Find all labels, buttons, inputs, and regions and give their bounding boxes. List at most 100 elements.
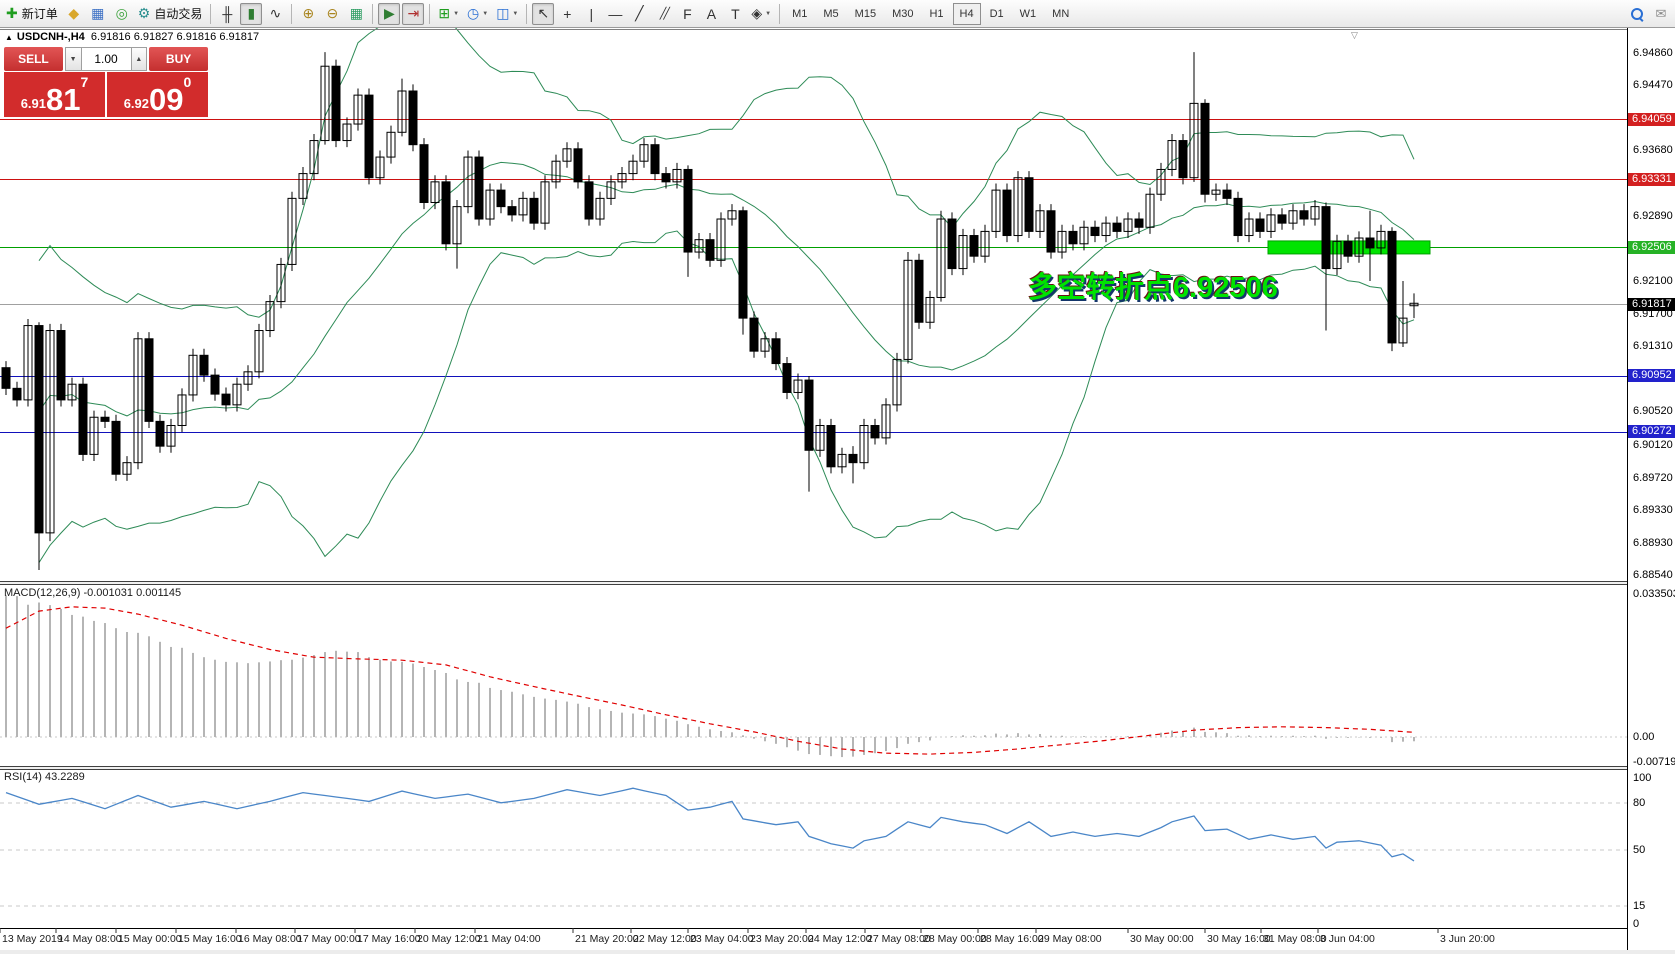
profiles-icon: ▦	[91, 5, 105, 21]
cursor-button[interactable]: ↖	[532, 2, 555, 25]
price-tick-label: 6.92100	[1633, 274, 1673, 287]
time-label: 17 May 16:00	[357, 933, 421, 945]
tile-windows-button[interactable]: ▦	[345, 3, 367, 25]
bar-chart-button[interactable]: ╫	[216, 3, 238, 25]
sell-price-prefix: 6.91	[20, 96, 47, 111]
trendline-button[interactable]: ╱	[628, 3, 650, 25]
indicators-button[interactable]: ⊞ ▼	[435, 3, 462, 25]
periods-button[interactable]: ◷ ▼	[464, 3, 491, 25]
auto-trading-icon: ⚙	[137, 5, 151, 21]
buy-price[interactable]: 6.92 09 0	[107, 72, 208, 117]
timeframe-w1[interactable]: W1	[1019, 7, 1037, 20]
price-tick-label: 6.88540	[1633, 569, 1673, 581]
rsi-axis-label: 0	[1633, 918, 1640, 930]
macd-axis-label: 0.00	[1633, 731, 1655, 743]
text-label-icon: T	[731, 5, 740, 22]
timeframe-m5[interactable]: M5	[823, 7, 839, 20]
bollinger-band-l	[38, 230, 1415, 563]
chat-button[interactable]: ✉	[1650, 3, 1672, 25]
rsi-axis-label: 80	[1633, 797, 1646, 809]
time-label: 21 May 04:00	[477, 933, 541, 945]
profiles-button[interactable]: ▦	[87, 3, 109, 25]
price-tick-label: 6.90520	[1633, 405, 1673, 418]
candlestick-button[interactable]: ▮	[240, 2, 263, 25]
collapse-panel-icon[interactable]: ▲	[5, 33, 13, 42]
timeframe-h4[interactable]: H4	[952, 2, 981, 25]
bar-chart-icon: ╫	[222, 5, 233, 22]
time-label: 23 May 20:00	[750, 933, 814, 945]
toolbar-separator	[429, 3, 431, 24]
price-tick-label: 6.92890	[1633, 209, 1673, 222]
fibonacci-icon: F	[683, 5, 692, 22]
timeframe-d1[interactable]: D1	[989, 7, 1004, 20]
price-tick-label: 6.89330	[1633, 503, 1673, 516]
horizontal-line-button[interactable]: —	[604, 3, 626, 25]
time-label: 29 May 08:00	[1038, 933, 1102, 945]
text-button[interactable]: A	[700, 3, 722, 25]
chart-shift-icon: ⇥	[407, 5, 420, 21]
one-click-trading-panel: SELL ▼ 1.00 ▲ BUY 6.91 81 7 6.92 09 0	[4, 47, 208, 117]
timeframe-mn[interactable]: MN	[1052, 7, 1070, 20]
buy-button[interactable]: BUY	[149, 47, 208, 71]
text-label-button[interactable]: T	[724, 3, 746, 25]
vertical-line-icon: |	[589, 5, 594, 22]
time-label: 28 May 00:00	[923, 933, 987, 945]
price-tick-label: 6.90120	[1633, 438, 1673, 451]
timeframe-m1[interactable]: M1	[792, 7, 808, 20]
price-divider	[105, 72, 107, 117]
symbol-ohlc: 6.91816 6.91827 6.91816 6.91817	[90, 31, 260, 43]
search-button[interactable]	[1626, 3, 1648, 25]
time-axis[interactable]: 13 May 2019 14 May 08:00 15 May 00:00 15 Ma…	[0, 929, 1627, 950]
price-tick-label: 6.88930	[1633, 536, 1673, 549]
price-axis[interactable]: 6.94860 6.94470 6.93680 6.92890 6.92100 6.917…	[1628, 28, 1675, 950]
zoom-out-button[interactable]: ⊖	[321, 3, 343, 25]
templates-button[interactable]: ◫ ▼	[493, 3, 521, 25]
volume-input[interactable]: 1.00	[81, 47, 131, 71]
chat-icon: ✉	[1655, 5, 1667, 21]
time-label: 3 Jun 04:00	[1320, 933, 1375, 945]
timeframe-m15[interactable]: M15	[854, 7, 877, 20]
line-chart-button[interactable]: ∿	[264, 3, 286, 25]
text-icon: A	[706, 5, 717, 22]
timeframe-bar: M1 M5 M15 M30 H1 H4 D1 W1 MN	[784, 2, 1077, 25]
auto-trading-button[interactable]: ⚙ 自动交易	[135, 3, 206, 25]
sell-price[interactable]: 6.91 81 7	[4, 72, 105, 117]
timeframe-m30[interactable]: M30	[892, 7, 914, 20]
chart-annotation-text: 多空转折点6.92506	[1028, 272, 1278, 304]
chevron-down-icon: ▼	[453, 10, 460, 17]
volume-down-button[interactable]: ▼	[64, 47, 82, 71]
fibonacci-button[interactable]: F	[676, 3, 698, 25]
arrows-button[interactable]: ◈ ▼	[748, 3, 774, 25]
price-tag: 6.91817	[1628, 297, 1675, 311]
signals-icon: ◎	[115, 5, 128, 21]
timeframe-h1[interactable]: H1	[929, 7, 944, 20]
rsi-label: RSI(14) 43.2289	[4, 771, 85, 783]
candles	[1, 52, 1419, 571]
crosshair-button[interactable]: +	[556, 3, 578, 25]
zoom-in-button[interactable]: ⊕	[297, 3, 319, 25]
new-order-button[interactable]: ✚ 新订单	[3, 3, 61, 25]
search-icon	[1631, 7, 1643, 20]
sell-button[interactable]: SELL	[4, 47, 63, 71]
volume-up-button[interactable]: ▲	[130, 47, 148, 71]
new-chart-button[interactable]: ◆	[63, 3, 85, 25]
chart-shift-marker-icon[interactable]: ▽	[1351, 30, 1358, 40]
time-label: 13 May 2019	[2, 933, 63, 945]
time-label: 3 Jun 20:00	[1440, 933, 1495, 945]
buy-price-big: 09	[149, 82, 184, 117]
tile-windows-icon: ▦	[349, 5, 363, 21]
new-order-icon: ✚	[6, 5, 18, 21]
bottom-strip	[0, 950, 1675, 954]
time-label: 30 May 00:00	[1130, 933, 1194, 945]
signals-button[interactable]: ◎	[111, 3, 133, 25]
chart-shift-button[interactable]: ⇥	[402, 2, 425, 25]
channel-button[interactable]: ╱╱	[652, 3, 674, 25]
price-tick-label: 6.91310	[1633, 340, 1673, 353]
auto-scroll-button[interactable]: ▶	[378, 2, 401, 25]
vertical-line-button[interactable]: |	[580, 3, 602, 25]
chevron-down-icon: ▼	[765, 10, 772, 17]
toolbar-separator	[779, 3, 781, 24]
symbol-info-bar: ▲ USDCNH-,H4 6.91816 6.91827 6.91816 6.91…	[5, 31, 259, 43]
rsi-line	[5, 787, 1415, 862]
